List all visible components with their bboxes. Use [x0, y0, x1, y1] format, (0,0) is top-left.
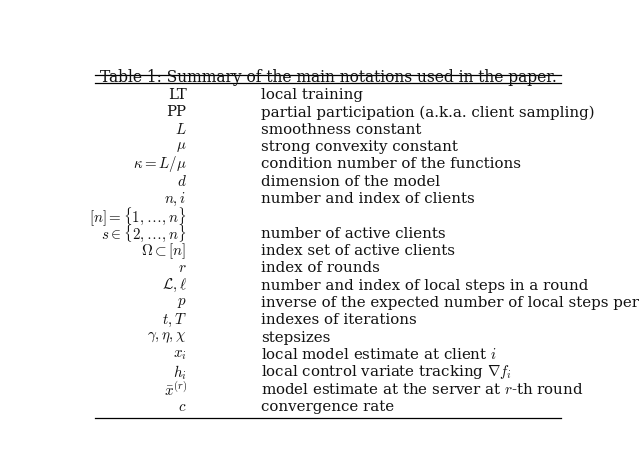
Text: strong convexity constant: strong convexity constant — [261, 140, 458, 154]
Text: LT: LT — [168, 88, 187, 102]
Text: local model estimate at client $i$: local model estimate at client $i$ — [261, 347, 497, 362]
Text: partial participation (a.k.a. client sampling): partial participation (a.k.a. client sam… — [261, 105, 595, 119]
Text: $L$: $L$ — [175, 122, 187, 137]
Text: $p$: $p$ — [177, 296, 187, 310]
Text: $s \in \{2,\ldots,n\}$: $s \in \{2,\ldots,n\}$ — [101, 223, 187, 244]
Text: dimension of the model: dimension of the model — [261, 175, 440, 188]
Text: $t, T$: $t, T$ — [162, 312, 187, 329]
Text: $d$: $d$ — [177, 174, 187, 189]
Text: indexes of iterations: indexes of iterations — [261, 313, 417, 327]
Text: number of active clients: number of active clients — [261, 227, 445, 241]
Text: index of rounds: index of rounds — [261, 261, 380, 275]
Text: $\gamma, \eta, \chi$: $\gamma, \eta, \chi$ — [147, 330, 187, 345]
Text: $r$: $r$ — [178, 261, 187, 275]
Text: Table 1: Summary of the main notations used in the paper.: Table 1: Summary of the main notations u… — [100, 69, 556, 86]
Text: $\Omega \subset [n]$: $\Omega \subset [n]$ — [141, 241, 187, 261]
Text: $n, i$: $n, i$ — [164, 190, 187, 208]
Text: convergence rate: convergence rate — [261, 400, 394, 414]
Text: smoothness constant: smoothness constant — [261, 123, 421, 137]
Text: inverse of the expected number of local steps per round: inverse of the expected number of local … — [261, 296, 640, 310]
Text: PP: PP — [166, 105, 187, 119]
Text: $x_i$: $x_i$ — [173, 348, 187, 362]
Text: stepsizes: stepsizes — [261, 331, 330, 345]
Text: number and index of local steps in a round: number and index of local steps in a rou… — [261, 278, 588, 293]
Text: local control variate tracking $\nabla f_i$: local control variate tracking $\nabla f… — [261, 363, 512, 381]
Text: $[n] = \{1,\ldots,n\}$: $[n] = \{1,\ldots,n\}$ — [90, 205, 187, 228]
Text: $\kappa = L/\mu$: $\kappa = L/\mu$ — [133, 154, 187, 174]
Text: $c$: $c$ — [178, 400, 187, 414]
Text: $\bar{x}^{(r)}$: $\bar{x}^{(r)}$ — [164, 380, 187, 399]
Text: condition number of the functions: condition number of the functions — [261, 158, 521, 171]
Text: $\mu$: $\mu$ — [176, 140, 187, 154]
Text: number and index of clients: number and index of clients — [261, 192, 475, 206]
Text: local training: local training — [261, 88, 363, 102]
Text: $\mathcal{L}, \ell$: $\mathcal{L}, \ell$ — [161, 277, 187, 294]
Text: model estimate at the server at $r$-th round: model estimate at the server at $r$-th r… — [261, 382, 584, 397]
Text: $h_i$: $h_i$ — [173, 363, 187, 382]
Text: index set of active clients: index set of active clients — [261, 244, 455, 258]
